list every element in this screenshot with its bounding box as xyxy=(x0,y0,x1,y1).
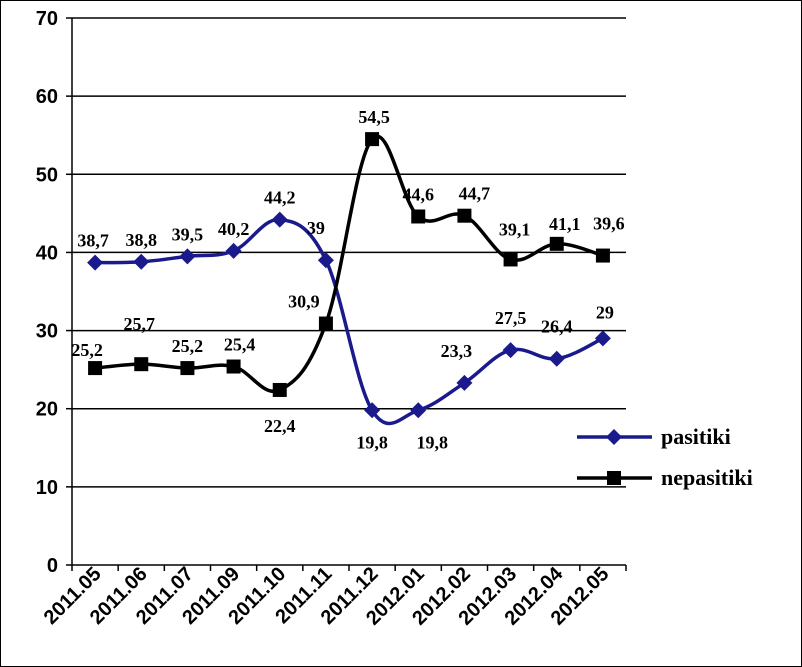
y-tick-label: 40 xyxy=(36,242,58,264)
data-point-nepasitiki xyxy=(549,236,564,251)
data-point-pasitiki xyxy=(364,402,381,419)
data-label-nepasitiki: 30,9 xyxy=(288,292,320,312)
data-label-nepasitiki: 54,5 xyxy=(358,107,390,127)
data-point-pasitiki xyxy=(133,253,150,270)
data-label-pasitiki: 26,4 xyxy=(541,317,573,337)
data-point-pasitiki xyxy=(271,211,288,228)
data-point-nepasitiki xyxy=(272,382,287,397)
data-point-nepasitiki xyxy=(457,208,472,223)
data-point-pasitiki xyxy=(456,374,473,391)
data-label-pasitiki: 38,7 xyxy=(77,231,109,251)
data-label-nepasitiki: 25,4 xyxy=(224,335,256,355)
data-label-pasitiki: 38,8 xyxy=(126,230,158,250)
data-label-pasitiki: 27,5 xyxy=(495,308,527,328)
data-label-nepasitiki: 25,7 xyxy=(124,314,156,334)
data-label-pasitiki: 29 xyxy=(596,302,614,322)
data-label-pasitiki: 44,2 xyxy=(264,188,296,208)
data-label-pasitiki: 19,8 xyxy=(356,432,388,452)
data-label-pasitiki: 23,3 xyxy=(441,341,473,361)
y-tick-label: 50 xyxy=(36,164,58,186)
y-tick-label: 60 xyxy=(36,86,58,108)
y-tick-label: 10 xyxy=(36,477,58,499)
data-label-pasitiki: 40,2 xyxy=(218,219,250,239)
legend-label-nepasitiki: nepasitiki xyxy=(661,465,753,490)
data-point-pasitiki xyxy=(548,350,565,367)
data-point-nepasitiki xyxy=(134,357,149,372)
data-label-pasitiki: 19,8 xyxy=(417,432,449,452)
data-point-pasitiki xyxy=(225,242,242,259)
y-tick-label: 30 xyxy=(36,321,58,343)
legend-marker-pasitiki xyxy=(606,429,622,445)
data-point-pasitiki xyxy=(317,252,334,269)
data-label-nepasitiki: 44,7 xyxy=(459,184,491,204)
data-point-nepasitiki xyxy=(411,209,426,224)
legend-marker-nepasitiki xyxy=(607,471,621,485)
data-point-pasitiki xyxy=(179,248,196,265)
series-line-pasitiki xyxy=(95,217,604,426)
y-tick-label: 20 xyxy=(36,399,58,421)
data-label-nepasitiki: 41,1 xyxy=(549,214,581,234)
data-label-pasitiki: 39 xyxy=(307,218,325,238)
y-tick-label: 0 xyxy=(47,555,58,577)
data-point-nepasitiki xyxy=(503,252,518,267)
legend-label-pasitiki: pasitiki xyxy=(661,424,731,449)
y-tick-label: 70 xyxy=(36,8,58,30)
data-label-nepasitiki: 25,2 xyxy=(172,336,204,356)
data-point-pasitiki xyxy=(502,342,519,359)
data-point-pasitiki xyxy=(87,254,104,271)
data-label-pasitiki: 39,5 xyxy=(172,224,204,244)
data-point-nepasitiki xyxy=(365,132,380,147)
data-point-nepasitiki xyxy=(226,359,241,374)
data-label-nepasitiki: 44,6 xyxy=(403,184,435,204)
data-point-nepasitiki xyxy=(318,316,333,331)
data-point-pasitiki xyxy=(594,330,611,347)
data-point-nepasitiki xyxy=(180,361,195,376)
data-label-nepasitiki: 22,4 xyxy=(264,416,296,436)
data-point-pasitiki xyxy=(410,402,427,419)
data-point-nepasitiki xyxy=(88,361,103,376)
data-label-nepasitiki: 39,1 xyxy=(499,219,531,239)
data-label-nepasitiki: 25,2 xyxy=(71,340,103,360)
data-point-nepasitiki xyxy=(595,248,610,263)
data-label-nepasitiki: 39,6 xyxy=(593,214,625,234)
